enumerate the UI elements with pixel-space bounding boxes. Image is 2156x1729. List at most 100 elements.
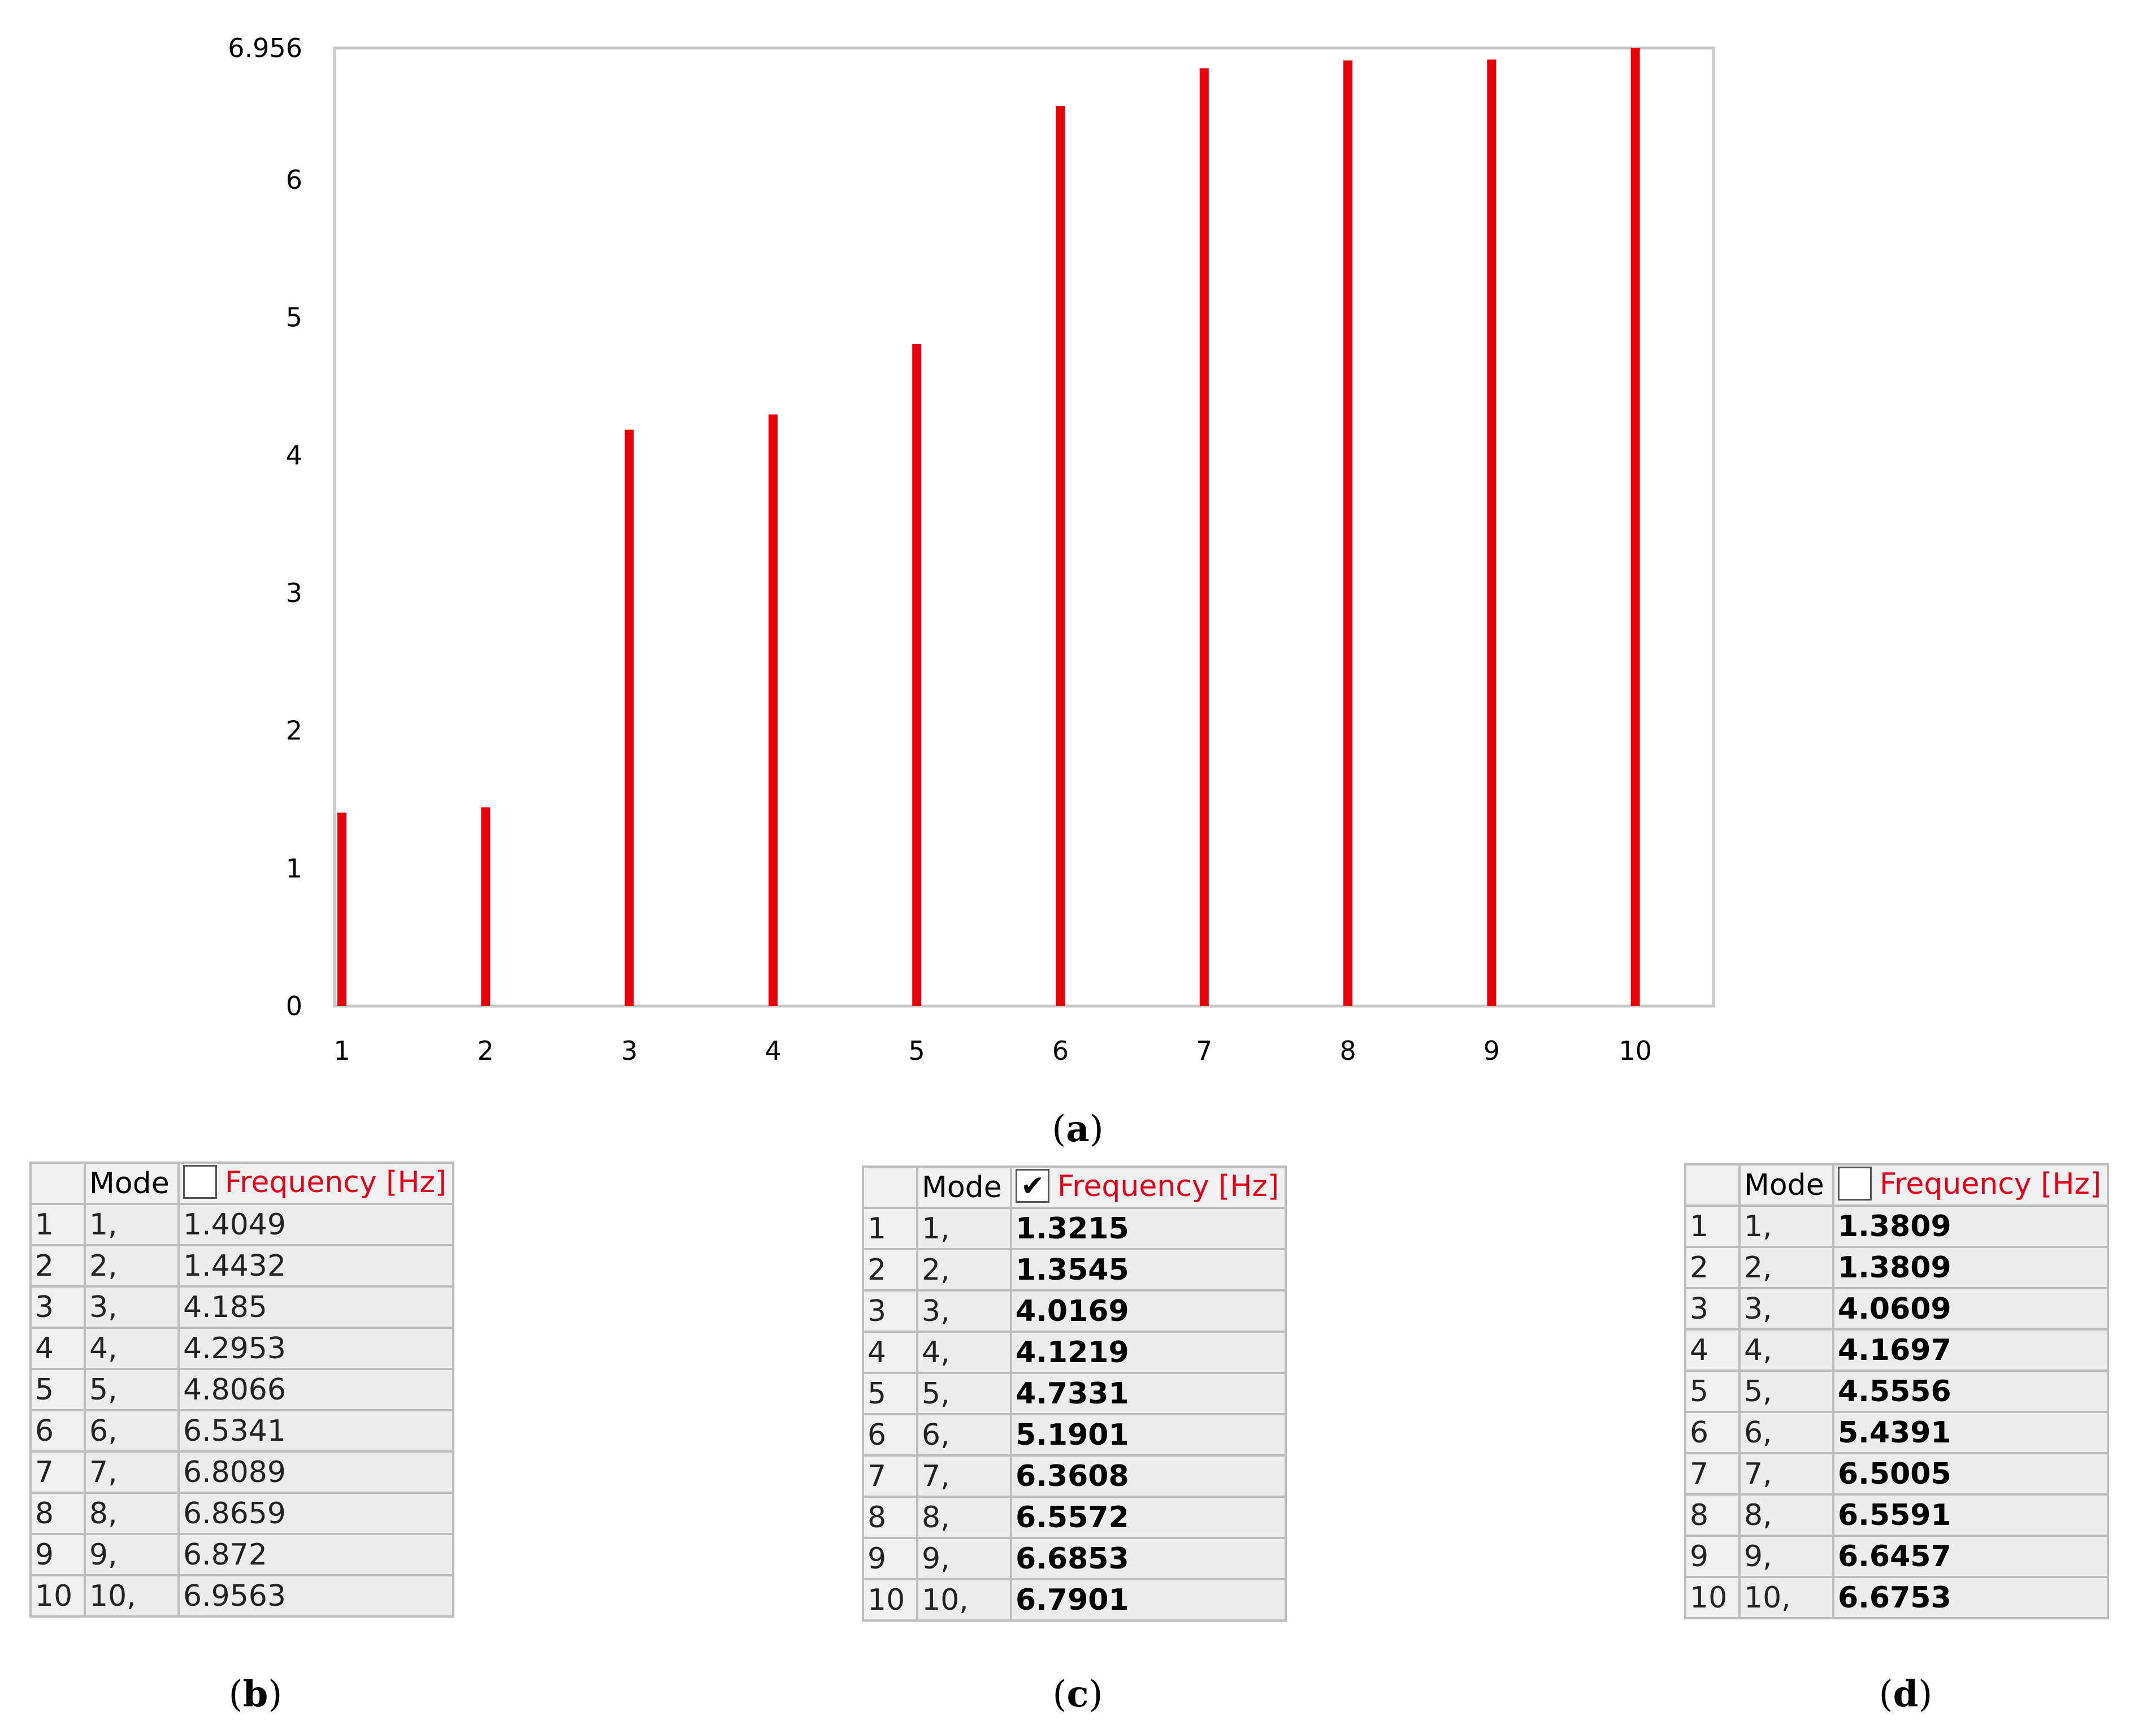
table-row[interactable]: 3 3, 4.0169: [862, 1289, 1287, 1333]
row-index-cell[interactable]: 6: [862, 1413, 918, 1457]
mode-cell[interactable]: 5,: [916, 1372, 1012, 1415]
frequency-cell[interactable]: 6.8659: [177, 1492, 454, 1535]
frequency-cell[interactable]: 4.185: [177, 1285, 454, 1329]
row-index-cell[interactable]: 2: [1684, 1246, 1741, 1289]
mode-cell[interactable]: 6,: [916, 1413, 1012, 1457]
frequency-cell[interactable]: 4.0609: [1832, 1287, 2109, 1331]
mode-cell[interactable]: 2,: [1738, 1246, 1834, 1289]
mode-cell[interactable]: 7,: [84, 1450, 180, 1494]
table-row[interactable]: 9 9, 6.872: [29, 1533, 454, 1576]
table-row[interactable]: 2 2, 1.3545: [862, 1248, 1287, 1292]
frequency-cell[interactable]: 4.7331: [1010, 1372, 1287, 1415]
frequency-cell[interactable]: 5.4391: [1832, 1411, 2109, 1454]
frequency-cell[interactable]: 6.5572: [1010, 1496, 1287, 1539]
table-row[interactable]: 4 4, 4.1697: [1684, 1328, 2109, 1372]
frequency-cell[interactable]: 4.1219: [1010, 1331, 1287, 1374]
row-index-cell[interactable]: 5: [29, 1368, 86, 1411]
frequency-cell[interactable]: 6.5341: [177, 1409, 454, 1453]
table-row[interactable]: 9 9, 6.6853: [862, 1537, 1287, 1580]
frequency-cell[interactable]: 6.7901: [1010, 1578, 1287, 1622]
frequency-cell[interactable]: 1.4432: [177, 1244, 454, 1288]
row-index-cell[interactable]: 1: [1684, 1204, 1741, 1248]
frequency-cell[interactable]: 1.4049: [177, 1203, 454, 1246]
frequency-column-header[interactable]: Frequency [Hz]: [177, 1162, 454, 1205]
mode-cell[interactable]: 8,: [916, 1496, 1012, 1539]
frequency-cell[interactable]: 5.1901: [1010, 1413, 1287, 1457]
mode-column-header[interactable]: Mode: [916, 1165, 1012, 1209]
row-index-cell[interactable]: 1: [862, 1207, 918, 1250]
frequency-column-header[interactable]: Frequency [Hz]: [1832, 1163, 2109, 1207]
table-row[interactable]: 10 10, 6.9563: [29, 1574, 454, 1618]
mode-cell[interactable]: 1,: [84, 1203, 180, 1246]
table-row[interactable]: 10 10, 6.7901: [862, 1578, 1287, 1622]
mode-cell[interactable]: 7,: [916, 1454, 1012, 1498]
row-index-cell[interactable]: 9: [29, 1533, 86, 1576]
frequency-cell[interactable]: 6.6753: [1832, 1576, 2109, 1619]
frequency-cell[interactable]: 6.9563: [177, 1574, 454, 1618]
row-index-cell[interactable]: 7: [1684, 1452, 1741, 1496]
mode-column-header[interactable]: Mode: [84, 1162, 180, 1205]
row-index-cell[interactable]: 10: [29, 1574, 86, 1618]
mode-cell[interactable]: 10,: [916, 1578, 1012, 1622]
table-row[interactable]: 3 3, 4.185: [29, 1285, 454, 1329]
row-index-cell[interactable]: 8: [1684, 1493, 1741, 1537]
table-row[interactable]: 8 8, 6.5572: [862, 1496, 1287, 1539]
mode-cell[interactable]: 4,: [1738, 1328, 1834, 1372]
row-index-cell[interactable]: 8: [29, 1492, 86, 1535]
mode-cell[interactable]: 5,: [84, 1368, 180, 1411]
table-row[interactable]: 5 5, 4.8066: [29, 1368, 454, 1411]
table-row[interactable]: 6 6, 5.1901: [862, 1413, 1287, 1457]
table-row[interactable]: 2 2, 1.3809: [1684, 1246, 2109, 1289]
mode-cell[interactable]: 3,: [84, 1285, 180, 1329]
mode-cell[interactable]: 9,: [1738, 1535, 1834, 1578]
table-row[interactable]: 1 1, 1.3809: [1684, 1204, 2109, 1248]
frequency-cell[interactable]: 6.8089: [177, 1450, 454, 1494]
frequency-checkbox[interactable]: [183, 1165, 217, 1199]
row-index-cell[interactable]: 4: [862, 1331, 918, 1374]
frequency-cell[interactable]: 4.8066: [177, 1368, 454, 1411]
row-index-cell[interactable]: 5: [862, 1372, 918, 1415]
row-index-cell[interactable]: 9: [1684, 1535, 1741, 1578]
table-row[interactable]: 10 10, 6.6753: [1684, 1576, 2109, 1619]
frequency-cell[interactable]: 6.872: [177, 1533, 454, 1576]
row-index-cell[interactable]: 6: [29, 1409, 86, 1453]
mode-cell[interactable]: 5,: [1738, 1370, 1834, 1413]
mode-cell[interactable]: 10,: [84, 1574, 180, 1618]
frequency-cell[interactable]: 6.6457: [1832, 1535, 2109, 1578]
table-row[interactable]: 5 5, 4.5556: [1684, 1370, 2109, 1413]
mode-column-header[interactable]: Mode: [1738, 1163, 1834, 1207]
frequency-cell[interactable]: 1.3545: [1010, 1248, 1287, 1292]
row-index-cell[interactable]: 6: [1684, 1411, 1741, 1454]
table-row[interactable]: 7 7, 6.8089: [29, 1450, 454, 1494]
mode-cell[interactable]: 8,: [84, 1492, 180, 1535]
row-index-cell[interactable]: 4: [29, 1327, 86, 1370]
row-index-cell[interactable]: 10: [1684, 1576, 1741, 1619]
table-row[interactable]: 5 5, 4.7331: [862, 1372, 1287, 1415]
table-row[interactable]: 1 1, 1.3215: [862, 1207, 1287, 1250]
frequency-cell[interactable]: 4.0169: [1010, 1289, 1287, 1333]
frequency-cell[interactable]: 4.2953: [177, 1327, 454, 1370]
row-index-cell[interactable]: 3: [29, 1285, 86, 1329]
mode-cell[interactable]: 2,: [916, 1248, 1012, 1292]
mode-cell[interactable]: 9,: [84, 1533, 180, 1576]
mode-cell[interactable]: 1,: [1738, 1204, 1834, 1248]
mode-cell[interactable]: 2,: [84, 1244, 180, 1288]
table-row[interactable]: 3 3, 4.0609: [1684, 1287, 2109, 1331]
table-row[interactable]: 8 8, 6.5591: [1684, 1493, 2109, 1537]
row-index-cell[interactable]: 9: [862, 1537, 918, 1580]
row-index-cell[interactable]: 8: [862, 1496, 918, 1539]
row-index-cell[interactable]: 3: [862, 1289, 918, 1333]
frequency-cell[interactable]: 6.5005: [1832, 1452, 2109, 1496]
row-index-cell[interactable]: 7: [29, 1450, 86, 1494]
frequency-cell[interactable]: 4.1697: [1832, 1328, 2109, 1372]
row-index-cell[interactable]: 7: [862, 1454, 918, 1498]
frequency-cell[interactable]: 4.5556: [1832, 1370, 2109, 1413]
mode-cell[interactable]: 7,: [1738, 1452, 1834, 1496]
mode-cell[interactable]: 3,: [1738, 1287, 1834, 1331]
frequency-cell[interactable]: 6.3608: [1010, 1454, 1287, 1498]
frequency-cell[interactable]: 1.3809: [1832, 1204, 2109, 1248]
table-row[interactable]: 1 1, 1.4049: [29, 1203, 454, 1246]
table-row[interactable]: 9 9, 6.6457: [1684, 1535, 2109, 1578]
table-row[interactable]: 7 7, 6.5005: [1684, 1452, 2109, 1496]
mode-cell[interactable]: 10,: [1738, 1576, 1834, 1619]
